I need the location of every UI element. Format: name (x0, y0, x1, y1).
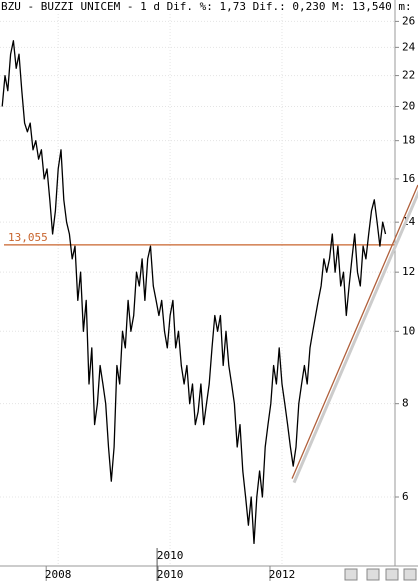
y-tick-label: 18 (402, 134, 415, 147)
y-tick-label: 16 (402, 172, 415, 185)
title-bar (0, 0, 395, 14)
toolbar[interactable] (344, 568, 417, 581)
x-tick-label: 2012 (269, 568, 296, 581)
toolbar-button[interactable] (385, 568, 399, 581)
y-tick-label: 20 (402, 99, 415, 112)
level-label: 13,055 (8, 231, 48, 244)
trendline-shadow (292, 189, 418, 484)
trendline (291, 184, 418, 479)
y-tick-label: 24 (402, 40, 416, 53)
price-line (1, 40, 387, 545)
chart-title: BZU - BUZZI UNICEM - 1 d Dif. %: 1,73 Di… (1, 0, 412, 13)
toolbar-button[interactable] (344, 568, 358, 581)
y-tick-label: 26 (402, 14, 415, 27)
toolbar-button[interactable] (403, 568, 417, 581)
x-tick-label: 2008 (45, 568, 72, 581)
y-tick-label: 10 (402, 324, 415, 337)
y-tick-label: 6 (402, 490, 409, 503)
y-tick-label: 12 (402, 265, 415, 278)
y-tick-label: 22 (402, 69, 415, 82)
cursor-label: 2010 (157, 549, 184, 562)
y-tick-label: 8 (402, 397, 409, 410)
toolbar-button[interactable] (366, 568, 380, 581)
x-tick-label: 2010 (157, 568, 184, 581)
